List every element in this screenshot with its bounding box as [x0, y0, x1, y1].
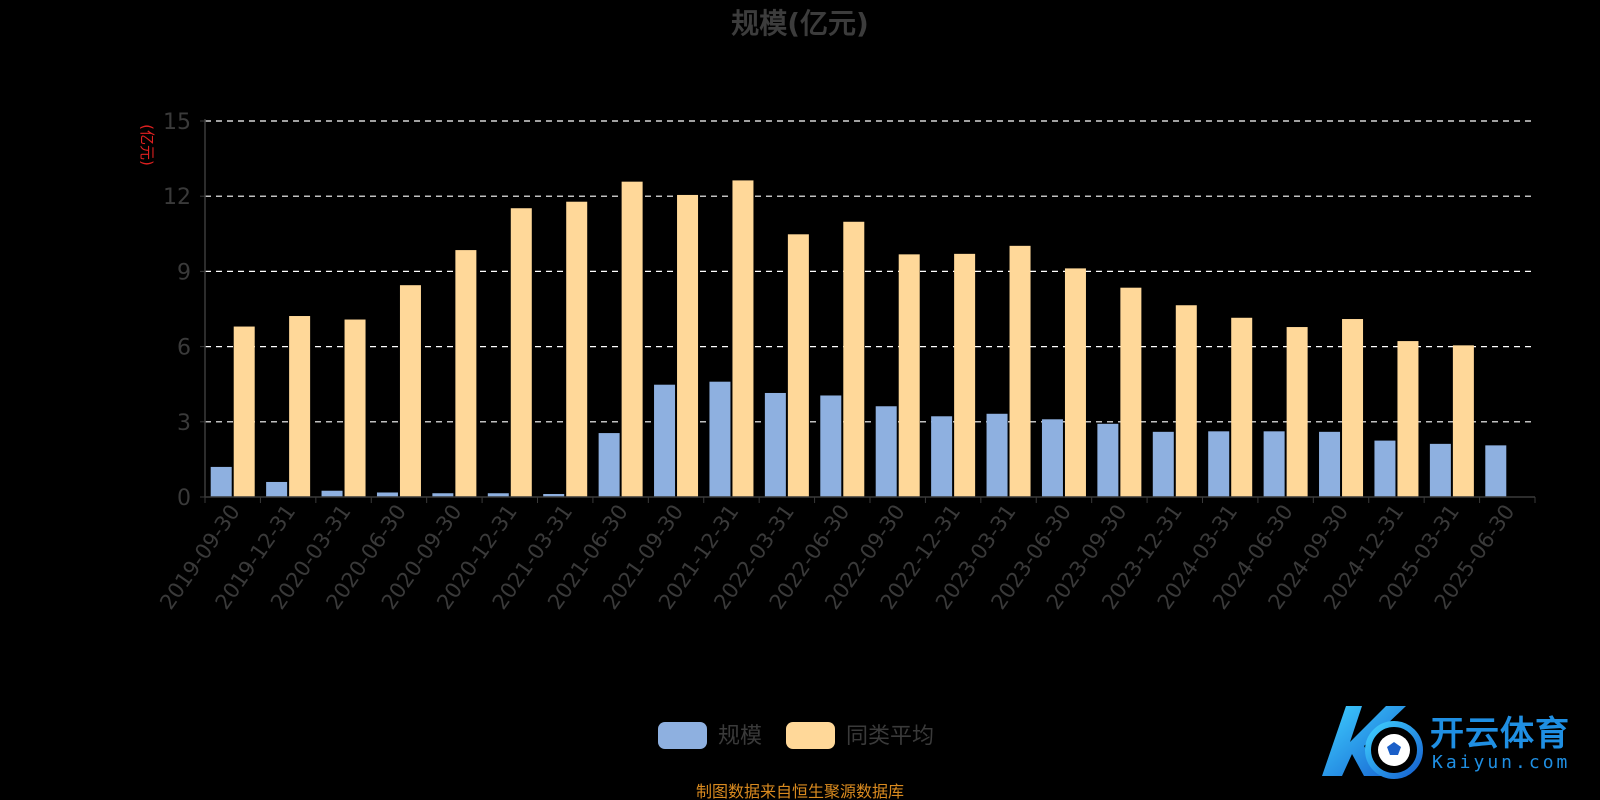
bar-series-2	[1452, 345, 1474, 497]
bar-series-1	[764, 392, 786, 497]
bar-series-1	[875, 406, 897, 497]
bar-series-1	[376, 492, 398, 497]
bar-series-1	[1152, 431, 1174, 497]
watermark-brand: 开云体育	[1430, 714, 1570, 754]
watermark-domain: Kaiyun.com	[1432, 752, 1571, 773]
bar-series-2	[954, 253, 976, 497]
bar-series-1	[1374, 440, 1396, 497]
y-tick-label: 3	[177, 411, 191, 436]
y-tick-label: 12	[163, 185, 191, 210]
bar-series-1	[266, 481, 288, 497]
axes	[204, 119, 1536, 503]
y-tick-label: 15	[163, 110, 191, 135]
bar-series-1	[432, 493, 454, 497]
bar-series-2	[677, 194, 699, 498]
bar-series-2	[233, 326, 255, 497]
y-tick-label: 0	[177, 486, 191, 511]
bar-series-2	[1064, 268, 1086, 497]
soccer-ball-logo-icon	[1322, 706, 1423, 779]
gridlines	[200, 120, 1535, 498]
bar-series-2	[1009, 245, 1031, 497]
bar-series-2	[1120, 287, 1142, 497]
bar-series-2	[1175, 305, 1197, 497]
bar-series-1	[1429, 443, 1451, 497]
bar-series-1	[709, 381, 731, 497]
bar-series-1	[1041, 419, 1063, 497]
y-axis-ticks: 0 3 6 9 12 15	[163, 110, 191, 511]
bar-series-2	[1397, 341, 1419, 497]
bar-series-1	[654, 384, 676, 497]
bar-series-1	[487, 493, 509, 497]
legend-item-1[interactable]: 规模	[658, 722, 762, 749]
bar-series-2	[732, 180, 754, 497]
bar-series-1	[321, 490, 343, 497]
bar-series-1	[1319, 431, 1341, 497]
bar-series-2	[289, 316, 311, 497]
bar-series-1	[598, 433, 620, 497]
bar-series-2	[1342, 319, 1364, 497]
legend[interactable]: 规模 同类平均	[658, 722, 934, 749]
bar-series-1	[1263, 431, 1285, 497]
y-tick-label: 9	[177, 260, 191, 285]
bar-series-1	[820, 395, 842, 497]
bar-series-1	[1208, 431, 1230, 497]
bar-series-1	[931, 416, 953, 497]
bar-series-2	[621, 181, 643, 498]
bar-series-1	[210, 466, 232, 497]
bar-series-2	[1231, 317, 1253, 497]
bar-series-1	[1097, 423, 1119, 497]
bar-series-2	[455, 250, 477, 497]
y-tick-label: 6	[177, 336, 191, 361]
x-axis-ticks: 2019-09-302019-12-312020-03-312020-06-30…	[155, 500, 1519, 614]
bar-series-2	[1286, 327, 1308, 497]
bar-series-2	[898, 254, 920, 497]
y-axis-unit-label: (亿元)	[138, 124, 156, 166]
bar-series-2	[510, 208, 532, 497]
bar-series-1	[1485, 445, 1507, 497]
chart-title: 规模(亿元)	[731, 7, 869, 40]
bar-series-2	[566, 201, 588, 497]
legend-swatch	[786, 722, 835, 749]
legend-swatch	[658, 722, 707, 749]
bars	[210, 180, 1507, 498]
data-source-note: 制图数据来自恒生聚源数据库	[695, 782, 904, 800]
legend-label: 规模	[718, 724, 762, 749]
bar-series-1	[986, 413, 1008, 497]
bar-series-2	[399, 285, 421, 497]
bar-series-1	[543, 493, 565, 497]
bar-series-2	[843, 221, 865, 497]
legend-item-2[interactable]: 同类平均	[786, 722, 934, 749]
brand-watermark: 开云体育 Kaiyun.com	[1312, 698, 1590, 784]
bar-series-2	[344, 319, 366, 497]
legend-label: 同类平均	[846, 724, 934, 749]
bar-series-2	[787, 234, 809, 497]
